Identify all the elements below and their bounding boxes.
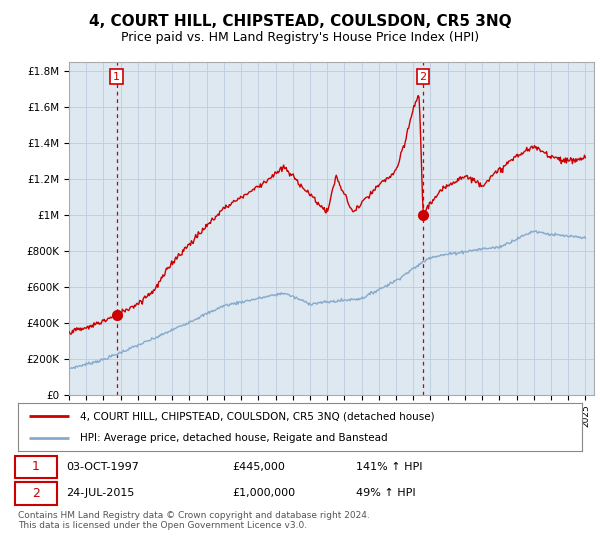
Text: HPI: Average price, detached house, Reigate and Banstead: HPI: Average price, detached house, Reig…	[80, 433, 388, 443]
Text: £445,000: £445,000	[232, 461, 285, 472]
Text: 141% ↑ HPI: 141% ↑ HPI	[356, 461, 423, 472]
Text: Price paid vs. HM Land Registry's House Price Index (HPI): Price paid vs. HM Land Registry's House …	[121, 31, 479, 44]
Text: 03-OCT-1997: 03-OCT-1997	[66, 461, 139, 472]
Text: 1: 1	[113, 72, 120, 82]
Text: 4, COURT HILL, CHIPSTEAD, COULSDON, CR5 3NQ (detached house): 4, COURT HILL, CHIPSTEAD, COULSDON, CR5 …	[80, 411, 434, 421]
Text: 2: 2	[32, 487, 40, 500]
Text: 4, COURT HILL, CHIPSTEAD, COULSDON, CR5 3NQ: 4, COURT HILL, CHIPSTEAD, COULSDON, CR5 …	[89, 14, 511, 29]
FancyBboxPatch shape	[15, 482, 58, 505]
Text: 24-JUL-2015: 24-JUL-2015	[66, 488, 134, 498]
Text: 1: 1	[32, 460, 40, 473]
Text: 2: 2	[419, 72, 427, 82]
Text: 49% ↑ HPI: 49% ↑ HPI	[356, 488, 416, 498]
Text: £1,000,000: £1,000,000	[232, 488, 295, 498]
FancyBboxPatch shape	[15, 456, 58, 478]
Text: Contains HM Land Registry data © Crown copyright and database right 2024.
This d: Contains HM Land Registry data © Crown c…	[18, 511, 370, 530]
